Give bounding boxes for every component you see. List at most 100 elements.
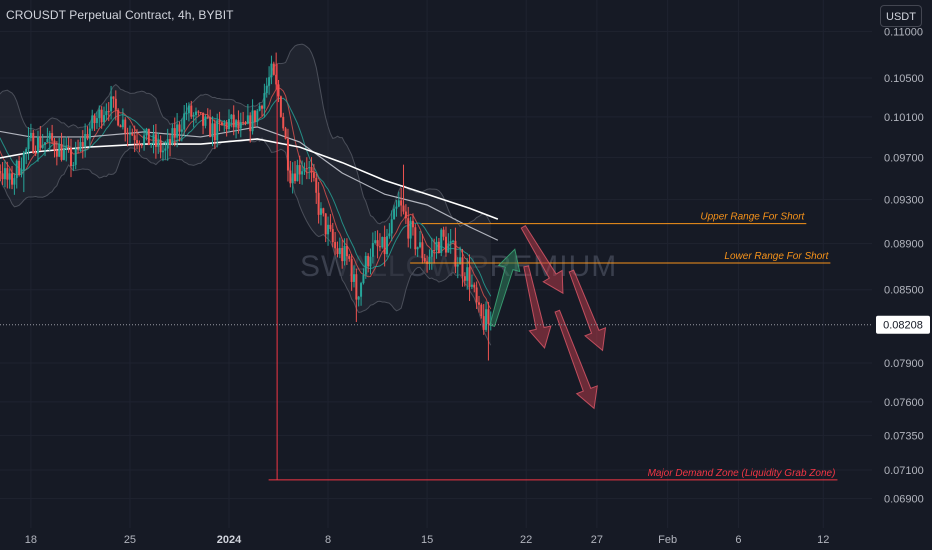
candle-body <box>319 208 322 215</box>
candle <box>53 138 56 158</box>
candle <box>296 159 299 182</box>
candle <box>246 104 249 125</box>
candle <box>51 124 54 144</box>
candle-body <box>322 208 325 214</box>
candle <box>402 164 405 215</box>
candle <box>228 109 230 132</box>
candle <box>192 112 195 128</box>
candle <box>395 199 398 217</box>
candle-body <box>341 247 344 262</box>
candle-body <box>25 149 28 153</box>
candle <box>239 112 242 138</box>
candle <box>265 77 268 98</box>
candle-body <box>209 117 212 138</box>
candle <box>244 121 247 126</box>
candle-body <box>487 309 490 325</box>
projection-arrow-up <box>489 248 521 327</box>
candle-body <box>41 144 44 148</box>
candle <box>482 304 485 335</box>
candle-body <box>268 77 271 86</box>
candle-body <box>327 224 330 235</box>
candle <box>84 123 87 158</box>
price-tick-label: 0.08500 <box>884 285 924 297</box>
candle-body <box>261 105 264 109</box>
candle-body <box>449 241 452 244</box>
candle <box>169 133 172 157</box>
candle-body <box>386 236 389 255</box>
candle-body <box>65 147 68 150</box>
candle <box>211 116 214 147</box>
candle <box>34 145 37 157</box>
candle-body <box>88 128 91 139</box>
candle-body <box>202 112 205 126</box>
candle <box>86 126 89 141</box>
ma-white <box>0 138 499 220</box>
candle-body <box>378 246 381 248</box>
last-price-marker: 0.08208 <box>0 315 930 334</box>
candle-body <box>114 98 117 110</box>
candle-body <box>301 171 304 175</box>
candle <box>65 136 68 162</box>
price-axis[interactable]: 0.11000 0.10500 0.10100 0.09700 0.09300 0.089… <box>872 0 932 550</box>
candle <box>263 83 266 118</box>
candle <box>421 234 424 264</box>
candle <box>150 142 153 148</box>
candle <box>235 118 238 139</box>
candle-body <box>91 115 94 129</box>
candle-body <box>11 173 14 185</box>
candle <box>183 105 186 136</box>
candle-body <box>157 140 160 147</box>
candle-body <box>258 105 261 111</box>
candle-body <box>315 177 318 193</box>
projection-arrows <box>489 224 607 410</box>
candle <box>249 112 252 143</box>
candle <box>143 128 146 151</box>
candle-body <box>84 134 87 147</box>
candle-body <box>477 302 480 305</box>
currency-button[interactable]: USDT <box>880 5 922 27</box>
candle-body <box>161 150 164 153</box>
candle-body <box>338 247 341 255</box>
candle <box>341 239 344 269</box>
candle-body <box>133 135 136 141</box>
candle-body <box>164 148 167 151</box>
candle <box>220 121 223 126</box>
candle <box>388 223 391 239</box>
last-price-badge <box>876 315 930 334</box>
candle-body <box>192 114 195 117</box>
candle-body <box>147 128 150 146</box>
candle <box>327 216 330 246</box>
candle <box>270 55 273 85</box>
candle-body <box>343 245 346 262</box>
candle <box>350 254 353 291</box>
annotations: Upper Range For Short Lower Range For Sho… <box>268 63 838 481</box>
candle <box>114 90 117 121</box>
candle <box>242 111 245 126</box>
candle <box>487 301 490 361</box>
candle-body <box>72 164 75 167</box>
candle <box>95 111 98 130</box>
candle-body <box>18 160 21 175</box>
time-axis[interactable]: 18 25 2024 8 15 22 27 Feb 6 12 <box>25 534 830 546</box>
candle <box>312 163 315 182</box>
price-tick-label: 0.06900 <box>884 494 924 506</box>
price-tick-label: 0.09700 <box>884 152 924 164</box>
candle-body <box>136 140 139 144</box>
candle-body <box>466 267 469 281</box>
candle <box>355 268 358 323</box>
projection-arrow-down <box>520 224 564 295</box>
candle <box>261 104 264 117</box>
candle <box>336 241 339 258</box>
candle <box>414 224 417 256</box>
symbol-title[interactable]: CROUSDT Perpetual Contract, 4h, BYBIT <box>6 8 234 22</box>
candle-body <box>371 242 374 257</box>
candle <box>39 125 42 151</box>
candle-body <box>461 257 464 277</box>
time-tick-label: 22 <box>520 534 532 546</box>
candle-body <box>289 170 292 184</box>
candle-body <box>393 208 396 220</box>
candle <box>352 265 355 288</box>
candle-body <box>44 142 47 145</box>
candle <box>298 155 301 184</box>
